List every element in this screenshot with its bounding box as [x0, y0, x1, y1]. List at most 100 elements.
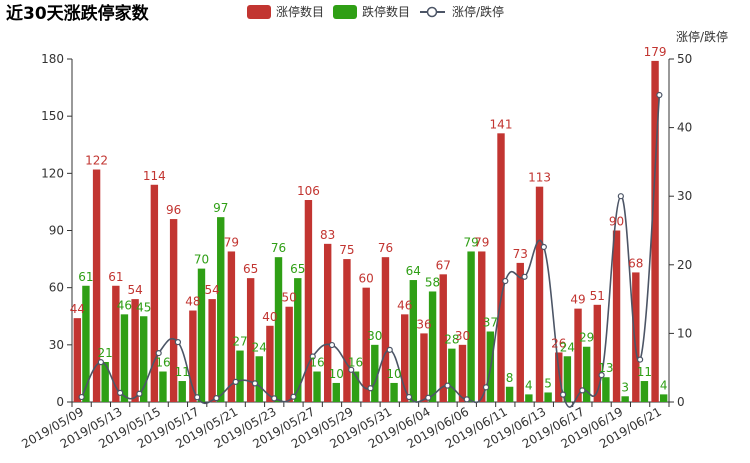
data-label-down: 79	[463, 235, 478, 249]
legend-label-ratio[interactable]: 涨停/跌停	[452, 4, 504, 19]
left-axis-tick-label: 30	[49, 338, 64, 352]
left-axis-tick-label: 120	[41, 166, 64, 180]
bar-down	[409, 280, 418, 402]
data-label-down: 4	[525, 378, 533, 392]
data-label-up: 44	[70, 302, 85, 316]
bar-up	[439, 274, 447, 402]
ratio-point	[444, 382, 451, 389]
bar-up	[516, 262, 524, 402]
data-label-down: 4	[660, 378, 668, 392]
data-label-up: 48	[185, 295, 200, 309]
bar-up	[227, 251, 236, 402]
ratio-line-layer	[78, 91, 663, 408]
ratio-line	[80, 94, 661, 408]
data-label-down: 21	[98, 346, 113, 360]
data-label-down: 70	[194, 253, 209, 267]
bar-up	[401, 314, 409, 402]
bar-down	[197, 268, 206, 402]
bar-down	[467, 251, 475, 402]
data-label-up: 61	[108, 270, 123, 284]
ratio-point	[463, 396, 470, 403]
data-label-up: 26	[551, 336, 566, 350]
data-label-up: 141	[490, 117, 513, 131]
bar-up	[362, 287, 370, 402]
ratio-point	[579, 387, 586, 394]
bar-down	[525, 394, 533, 402]
ratio-point	[637, 356, 644, 363]
ratio-point	[117, 389, 124, 396]
bar-down	[140, 316, 148, 402]
data-labels: 4461122216146544511416961148705497792765…	[70, 45, 668, 394]
data-label-down: 37	[483, 315, 498, 329]
data-label-down: 11	[175, 365, 190, 379]
ratio-point	[213, 395, 220, 402]
bar-down	[448, 348, 456, 402]
data-label-up: 122	[85, 154, 108, 168]
ratio-point	[559, 391, 567, 398]
data-label-down: 13	[598, 361, 613, 375]
data-label-down: 28	[444, 333, 459, 347]
ratio-point	[97, 359, 104, 366]
data-label-down: 10	[386, 367, 401, 381]
bar-down	[371, 344, 379, 402]
legend: 涨停数目 跌停数目 涨停/跌停	[247, 4, 504, 19]
bar-up	[497, 133, 505, 403]
data-label-up: 79	[224, 235, 239, 249]
bar-up	[150, 184, 159, 402]
bar-down	[640, 381, 649, 402]
data-label-up: 114	[143, 169, 166, 183]
data-label-down: 24	[560, 340, 575, 354]
bar-down	[582, 346, 591, 402]
bar-up	[555, 352, 563, 402]
left-axis-tick-label: 0	[56, 395, 64, 409]
bar-up	[323, 243, 332, 402]
bar-up	[651, 60, 659, 403]
bar-up	[612, 230, 621, 402]
data-label-down: 64	[406, 264, 421, 278]
ratio-point	[309, 353, 316, 360]
bar-up	[420, 333, 428, 402]
ratio-point	[328, 341, 336, 349]
bar-down	[274, 257, 283, 402]
legend-label-up[interactable]: 涨停数目	[276, 4, 324, 19]
right-axis-tick-label: 0	[677, 395, 685, 409]
bar-down	[294, 278, 302, 402]
bar-down	[82, 285, 90, 402]
legend-swatch-up[interactable]	[247, 5, 271, 19]
bar-down	[621, 396, 629, 402]
data-label-up: 40	[262, 310, 277, 324]
data-label-down: 11	[637, 365, 652, 379]
data-label-down: 5	[544, 376, 552, 390]
ratio-point	[271, 395, 278, 402]
bar-up	[632, 272, 640, 402]
bar-up	[73, 318, 82, 402]
data-label-up: 65	[243, 262, 258, 276]
bar-down	[313, 371, 321, 402]
bar-up	[535, 186, 544, 402]
ratio-point	[502, 277, 509, 285]
data-label-up: 50	[282, 291, 297, 305]
bar-up	[92, 169, 101, 402]
bar-down	[255, 356, 263, 402]
bar-up	[593, 304, 601, 402]
legend-label-down[interactable]: 跌停数目	[362, 4, 410, 19]
bar-down	[351, 371, 360, 402]
data-label-down: 97	[213, 201, 228, 215]
bar-down	[120, 314, 129, 402]
data-label-up: 90	[609, 215, 624, 229]
bar-down	[236, 350, 244, 402]
legend-swatch-ratio-marker[interactable]	[426, 6, 438, 18]
data-label-down: 58	[425, 275, 440, 289]
data-label-down: 3	[621, 380, 629, 394]
right-axis-tick-label: 40	[677, 121, 692, 135]
data-label-down: 27	[232, 335, 247, 349]
right-axis-title: 涨停/跌停	[676, 29, 728, 44]
data-label-up: 113	[528, 171, 551, 185]
data-label-down: 16	[348, 356, 363, 370]
data-label-down: 16	[155, 356, 170, 370]
legend-swatch-down[interactable]	[333, 5, 357, 19]
data-label-up: 36	[416, 317, 431, 331]
data-label-down: 8	[506, 371, 514, 385]
ratio-point	[521, 273, 528, 280]
